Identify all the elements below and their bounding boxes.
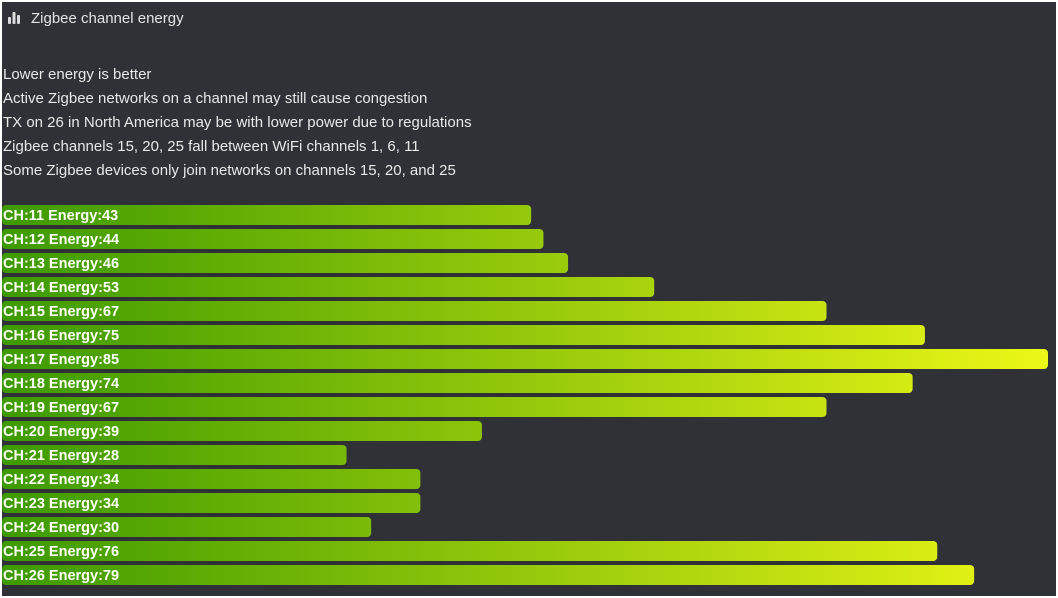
bar-label-ch-13: CH:13 Energy:46 xyxy=(3,256,119,272)
energy-bar-ch-12 xyxy=(2,229,544,249)
bar-label-ch-15: CH:15 Energy:67 xyxy=(3,304,119,320)
bar-label-ch-23: CH:23 Energy:34 xyxy=(3,496,119,512)
note-line: Zigbee channels 15, 20, 25 fall between … xyxy=(3,138,420,155)
bar-label-ch-14: CH:14 Energy:53 xyxy=(3,280,119,296)
channel-energy-chart: CH:11 Energy:43 CH:12 Energy:44 CH:13 Ener… xyxy=(2,205,1048,585)
notes-list: Lower energy is better Active Zigbee net… xyxy=(3,63,472,183)
energy-bar-ch-19 xyxy=(2,397,827,417)
bar-label-ch-11: CH:11 Energy:43 xyxy=(3,208,118,224)
energy-bar-ch-18 xyxy=(2,373,913,393)
bar-chart-icon xyxy=(8,12,20,24)
bar-label-ch-17: CH:17 Energy:85 xyxy=(3,352,119,368)
bar-label-ch-16: CH:16 Energy:75 xyxy=(3,328,119,344)
note-line: TX on 26 in North America may be with lo… xyxy=(3,114,472,131)
bar-label-ch-26: CH:26 Energy:79 xyxy=(3,568,119,584)
energy-bar-ch-24 xyxy=(2,517,372,537)
energy-bar-ch-14 xyxy=(2,277,655,297)
energy-bar-ch-17 xyxy=(2,349,1048,369)
bar-label-ch-12: CH:12 Energy:44 xyxy=(3,232,119,248)
energy-bar-ch-20 xyxy=(2,421,482,441)
energy-bar-ch-21 xyxy=(2,445,347,465)
card-title: Zigbee channel energy xyxy=(31,9,184,27)
bar-label-ch-20: CH:20 Energy:39 xyxy=(3,424,119,440)
energy-bar-ch-23 xyxy=(2,493,421,513)
bar-label-ch-25: CH:25 Energy:76 xyxy=(3,544,119,560)
bar-label-ch-19: CH:19 Energy:67 xyxy=(3,400,119,416)
bar-label-ch-18: CH:18 Energy:74 xyxy=(3,376,119,392)
bar-label-ch-22: CH:22 Energy:34 xyxy=(3,472,119,488)
card-header: Zigbee channel energy xyxy=(7,8,184,28)
energy-bar-ch-11 xyxy=(2,205,532,225)
energy-bar-ch-16 xyxy=(2,325,925,345)
note-line: Lower energy is better xyxy=(3,66,152,83)
energy-bar-ch-25 xyxy=(2,541,938,561)
note-line: Active Zigbee networks on a channel may … xyxy=(3,90,428,107)
bar-label-ch-21: CH:21 Energy:28 xyxy=(3,448,119,464)
energy-bar-ch-26 xyxy=(2,565,975,585)
note-line: Some Zigbee devices only join networks o… xyxy=(3,162,456,179)
energy-bar-ch-15 xyxy=(2,301,827,321)
energy-bar-ch-13 xyxy=(2,253,569,273)
energy-bar-ch-22 xyxy=(2,469,421,489)
bar-label-ch-24: CH:24 Energy:30 xyxy=(3,520,119,536)
